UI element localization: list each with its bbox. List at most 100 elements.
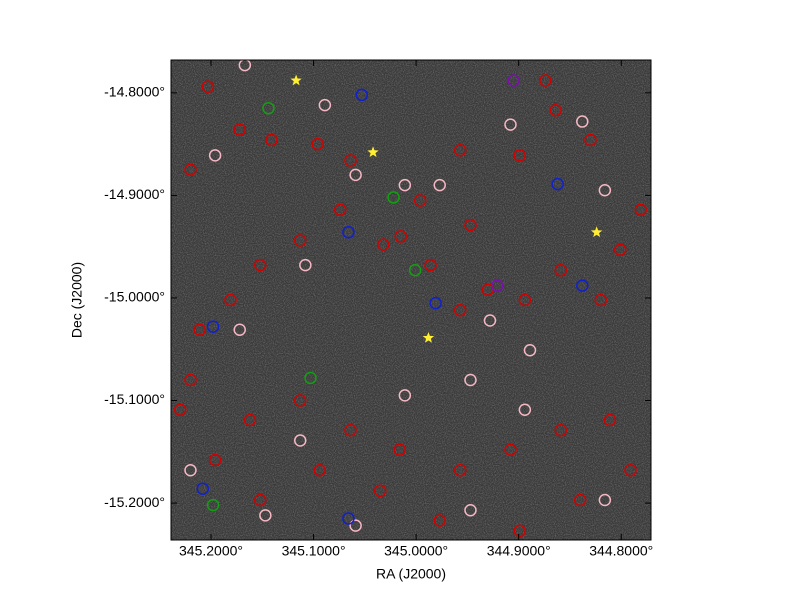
source-marker — [208, 453, 222, 467]
source-marker — [349, 168, 362, 182]
source-marker — [196, 482, 210, 495]
source-marker — [549, 104, 562, 117]
source-marker — [299, 258, 312, 272]
y-axis-label: Dec (J2000) — [69, 262, 85, 338]
source-marker — [598, 184, 612, 197]
source-marker — [262, 101, 275, 115]
source-marker — [594, 293, 607, 307]
source-marker — [433, 514, 446, 527]
source-marker — [206, 320, 220, 333]
source-marker — [554, 264, 567, 277]
source-marker — [624, 464, 637, 477]
source-marker — [576, 279, 589, 292]
source-marker — [453, 464, 467, 477]
source-marker — [464, 218, 477, 232]
source-marker — [333, 203, 347, 216]
source-marker — [483, 314, 497, 327]
source-marker — [518, 403, 532, 416]
source-marker — [576, 115, 589, 128]
source-marker — [318, 98, 332, 112]
source-marker — [613, 243, 627, 256]
y-tick-label: -14.9000° — [104, 186, 165, 202]
source-marker — [355, 88, 369, 102]
x-axis-label: RA (J2000) — [376, 566, 446, 582]
source-marker — [184, 464, 197, 477]
star-marker — [422, 331, 435, 343]
source-marker — [507, 74, 520, 87]
source-marker — [490, 279, 504, 292]
source-marker — [513, 524, 526, 538]
source-marker — [259, 509, 272, 522]
source-marker — [377, 238, 390, 251]
source-marker — [453, 304, 467, 317]
source-marker — [243, 413, 257, 427]
source-marker — [293, 394, 307, 407]
source-marker — [265, 133, 278, 147]
source-marker — [387, 191, 400, 204]
source-marker — [349, 519, 362, 532]
markers — [173, 60, 647, 538]
source-marker — [539, 74, 552, 87]
source-marker — [208, 149, 222, 162]
x-tick-label: 345.2000° — [179, 543, 243, 559]
source-marker — [233, 123, 246, 136]
source-marker — [408, 264, 422, 277]
plot-frame — [170, 59, 652, 541]
source-marker — [464, 373, 477, 387]
x-tick-label: 344.8000° — [589, 543, 653, 559]
source-marker — [551, 177, 564, 191]
source-marker — [344, 154, 357, 167]
source-marker — [206, 498, 220, 512]
x-tick-label: 344.9000° — [487, 543, 551, 559]
source-marker — [311, 137, 324, 151]
source-marker — [398, 178, 412, 192]
source-marker — [293, 234, 307, 247]
y-tick-label: -15.1000° — [104, 391, 165, 407]
x-tick-label: 345.0000° — [384, 543, 448, 559]
source-marker — [429, 296, 442, 310]
source-marker — [193, 323, 206, 336]
star-marker — [367, 146, 379, 158]
source-marker — [224, 293, 237, 307]
source-marker — [398, 389, 412, 402]
source-marker — [238, 60, 252, 72]
sky-noise — [171, 60, 651, 540]
source-marker — [603, 413, 617, 427]
source-marker — [453, 144, 467, 157]
source-marker — [554, 424, 567, 437]
source-marker — [342, 226, 355, 239]
source-marker — [513, 149, 526, 162]
source-marker — [184, 163, 197, 176]
source-marker — [598, 493, 612, 507]
source-marker — [504, 443, 517, 456]
source-marker — [201, 80, 215, 93]
source-marker — [342, 512, 355, 525]
y-tick-label: -14.8000° — [104, 84, 165, 100]
source-marker — [293, 434, 307, 447]
source-marker — [393, 443, 406, 456]
source-marker — [504, 118, 517, 131]
source-marker — [394, 230, 407, 243]
source-marker — [184, 373, 197, 387]
source-marker — [573, 493, 587, 507]
x-tick-label: 345.1000° — [282, 543, 346, 559]
source-marker — [523, 344, 537, 357]
source-marker — [253, 493, 267, 507]
source-marker — [433, 178, 446, 192]
source-marker — [424, 258, 437, 272]
source-marker — [464, 504, 477, 517]
source-marker — [373, 484, 387, 498]
source-marker — [584, 133, 597, 147]
source-marker — [313, 464, 326, 477]
source-marker — [233, 323, 246, 336]
source-marker — [634, 203, 647, 216]
source-marker — [253, 258, 267, 272]
source-marker — [344, 424, 357, 437]
y-tick-label: -15.0000° — [104, 289, 165, 305]
y-tick-label: -15.2000° — [104, 494, 165, 510]
source-marker — [173, 403, 187, 416]
source-marker — [518, 293, 532, 307]
star-marker — [590, 226, 603, 238]
star-marker — [290, 74, 302, 86]
